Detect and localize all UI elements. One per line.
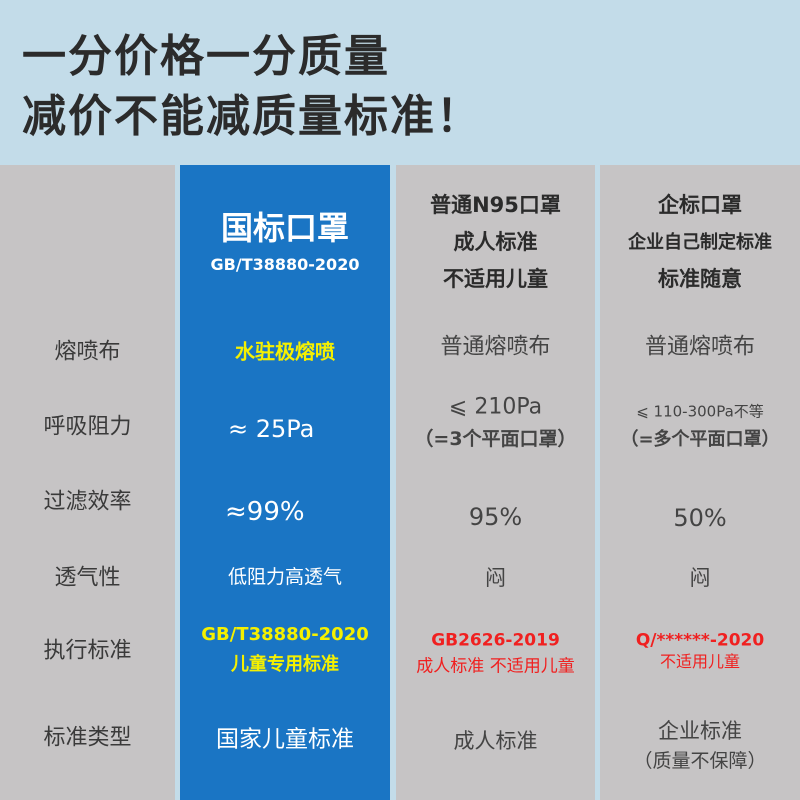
value: 闷 (689, 565, 711, 590)
n95-column: 普通N95口罩 成人标准 不适用儿童 普通熔喷布 ⩽ 210Pa （=3个平面口… (396, 165, 595, 800)
title-line: 成人标准 (453, 230, 538, 254)
row-label-filtration: 过滤效率 (43, 489, 132, 515)
value: ≈ 25Pa (228, 415, 315, 443)
value: 成人标准 (453, 728, 538, 753)
row-label-standard: 执行标准 (43, 638, 132, 664)
value: 儿童专用标准 (231, 653, 339, 675)
row-label-meltblown: 熔喷布 (54, 339, 121, 365)
value: 企业标准 (658, 718, 742, 743)
value: （质量不保障） (633, 750, 767, 773)
value: GB2626-2019 (431, 630, 560, 651)
column-title: 企标口罩 企业自己制定标准 标准随意 (600, 187, 800, 298)
row-label-breathing-resistance: 呼吸阻力 (43, 414, 132, 440)
title-line: 企业自己制定标准 (628, 232, 772, 253)
value: ⩽ 110-300Pa不等 (636, 402, 764, 421)
row-label-standard-type: 标准类型 (43, 725, 132, 751)
value: 95% (468, 503, 523, 531)
title-line: 标准随意 (658, 267, 742, 291)
title-line: 企标口罩 (658, 193, 742, 217)
value: 普通熔喷布 (644, 334, 755, 360)
row-labels-column: 熔喷布 呼吸阻力 过滤效率 透气性 执行标准 标准类型 (0, 165, 175, 800)
value: 不适用儿童 (659, 652, 740, 671)
headline-line-2: 减价不能减质量标准！ (22, 91, 482, 142)
value: GB/T38880-2020 (201, 623, 369, 645)
value: 成人标准 不适用儿童 (416, 656, 575, 677)
enterprise-standard-column: 企标口罩 企业自己制定标准 标准随意 普通熔喷布 ⩽ 110-300Pa不等 （… (600, 165, 800, 800)
value: 低阻力高透气 (227, 566, 342, 589)
value: ≈99% (225, 496, 305, 527)
value: 闷 (485, 565, 506, 590)
title-line: 普通N95口罩 (430, 193, 561, 217)
value: 水驻极熔喷 (235, 339, 335, 364)
value: 普通熔喷布 (440, 334, 551, 360)
value: 50% (673, 504, 727, 532)
value: ⩽ 210Pa (448, 394, 543, 420)
value: （=多个平面口罩） (620, 428, 780, 450)
value: 国家儿童标准 (216, 726, 354, 753)
headline-line-1: 一分价格一分质量 (22, 31, 390, 82)
row-label-breathability: 透气性 (54, 565, 121, 591)
title-line: 不适用儿童 (443, 267, 548, 291)
value: Q/******-2020 (635, 630, 765, 651)
value: （=3个平面口罩） (414, 428, 577, 451)
column-title: 国标口罩 (220, 209, 349, 247)
national-standard-column: 国标口罩 GB/T38880-2020 水驻极熔喷 ≈ 25Pa ≈99% 低阻… (180, 165, 390, 800)
column-title: 普通N95口罩 成人标准 不适用儿童 (396, 187, 595, 298)
column-subtitle: GB/T38880-2020 (210, 255, 360, 274)
